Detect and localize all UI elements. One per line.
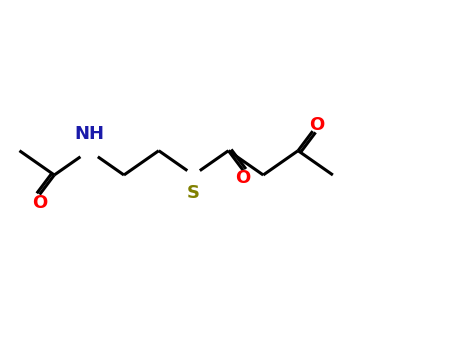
Text: S: S [187,184,200,202]
Text: O: O [309,116,324,134]
Text: O: O [236,169,251,187]
Text: O: O [32,194,47,212]
Text: NH: NH [74,125,104,143]
